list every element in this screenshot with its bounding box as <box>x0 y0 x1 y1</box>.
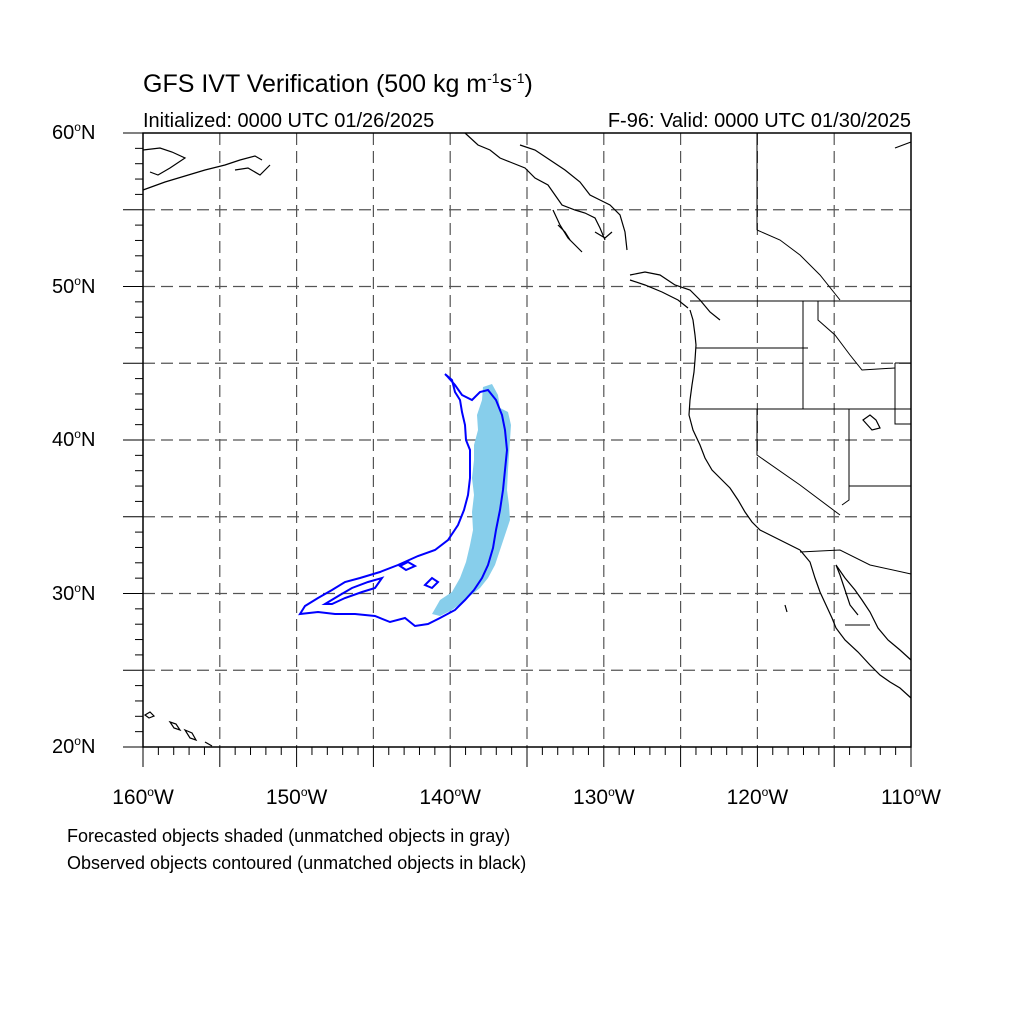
map-title: GFS IVT Verification (500 kg m-1s-1) <box>143 70 533 98</box>
lat-label: 20oN <box>52 734 96 758</box>
footnote-forecast: Forecasted objects shaded (unmatched obj… <box>67 826 511 846</box>
lat-label: 50oN <box>52 273 96 298</box>
lon-label: 140oW <box>419 785 481 809</box>
lat-label: 30oN <box>52 580 96 605</box>
observed-ivt-contour-small <box>398 560 418 572</box>
lon-label: 130oW <box>573 785 635 809</box>
map-frame <box>142 132 912 748</box>
lat-lon-grid <box>143 133 911 747</box>
lat-label: 40oN <box>52 427 96 451</box>
lon-label: 160oW <box>112 785 174 809</box>
axis-ticks <box>123 132 912 767</box>
coastline <box>142 132 912 747</box>
lon-label: 110oW <box>881 785 941 809</box>
observed-ivt-contour <box>298 373 509 628</box>
initialized-time: Initialized: 0000 UTC 01/26/2025 <box>143 110 435 132</box>
observed-ivt-contour-island <box>423 576 440 590</box>
lon-label: 150oW <box>265 785 328 809</box>
valid-time: F-96: Valid: 0000 UTC 01/30/2025 <box>607 110 911 132</box>
observed-ivt-contour-inner <box>321 576 385 605</box>
lon-label: 120oW <box>726 785 789 809</box>
borders <box>689 133 912 626</box>
lat-label: 60oN <box>52 120 96 144</box>
footnote-observed: Observed objects contoured (unmatched ob… <box>67 853 527 873</box>
forecast-ivt-object <box>432 384 511 616</box>
